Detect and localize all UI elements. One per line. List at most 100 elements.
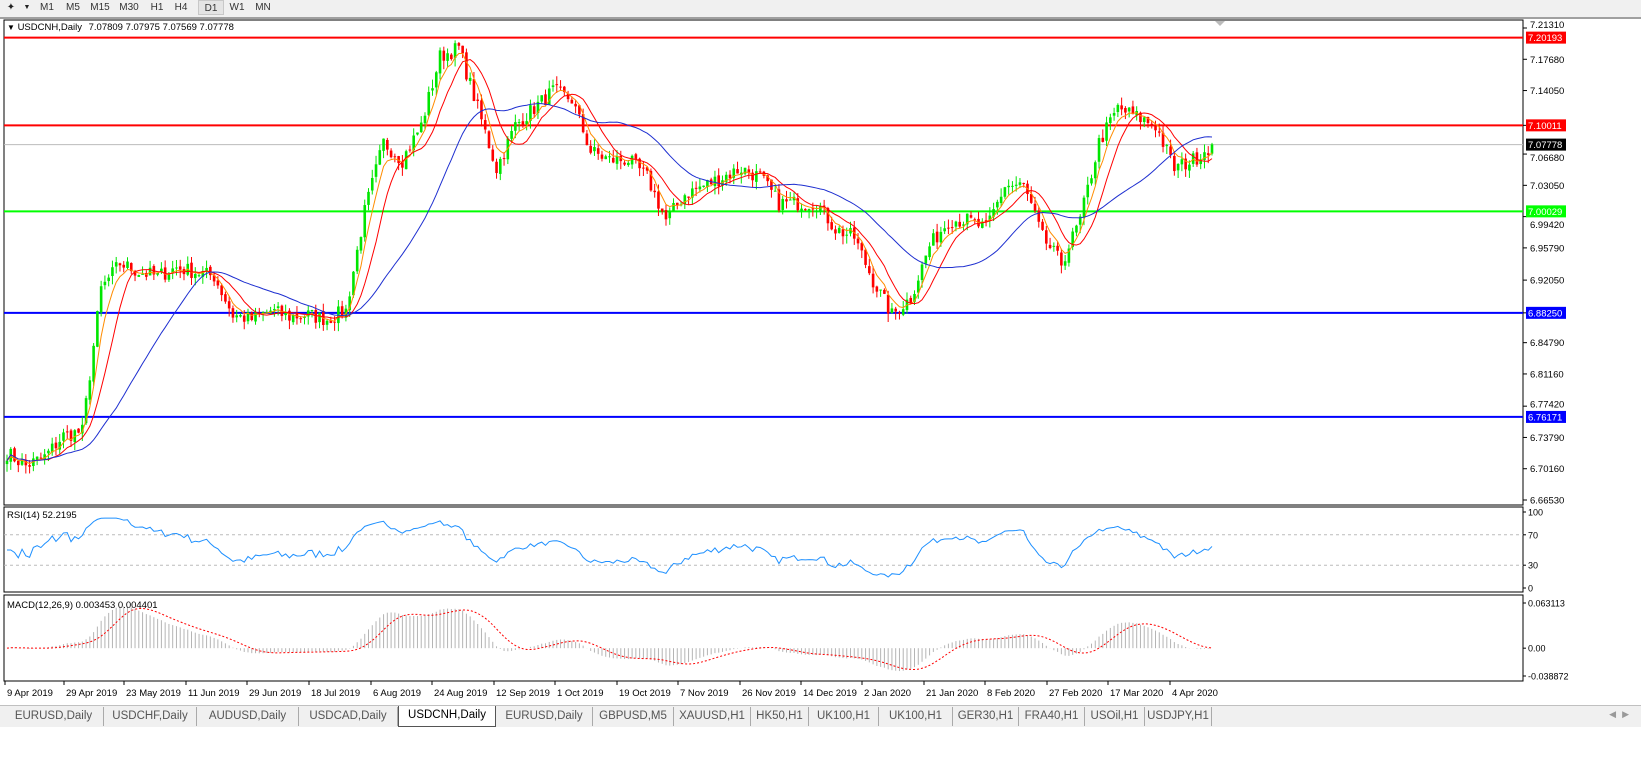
timeframe-h1[interactable]: H1 xyxy=(150,2,164,13)
candle xyxy=(438,47,442,80)
timeframe-m30[interactable]: M30 xyxy=(119,2,139,13)
candle-body xyxy=(589,145,592,153)
candle xyxy=(457,41,461,50)
tab-eurusd-daily[interactable]: EURUSD,Daily xyxy=(4,707,104,726)
level-price-tag-label: 7.10011 xyxy=(1528,121,1562,132)
candle xyxy=(476,93,480,109)
price-tick-label: 6.77420 xyxy=(1530,399,1564,410)
timeframe-d1[interactable]: D1 xyxy=(198,0,224,15)
tab-usdjpy-h1[interactable]: USDJPY,H1 xyxy=(1145,707,1212,726)
timeframe-w1[interactable]: W1 xyxy=(229,2,245,13)
timeframe-m15[interactable]: M15 xyxy=(90,2,110,13)
dropdown-icon[interactable]: ▼ xyxy=(23,4,31,11)
candle-body xyxy=(43,454,46,460)
chart-header: ▼ USDCNH,Daily 7.07809 7.07975 7.07569 7… xyxy=(7,22,234,33)
macd-panel-frame xyxy=(3,594,1524,682)
candle xyxy=(1067,244,1071,267)
chart-menu-icon[interactable]: ▼ xyxy=(7,23,15,32)
candle-body xyxy=(201,271,205,277)
candle-body xyxy=(521,121,525,126)
candle-body xyxy=(638,158,641,169)
candle xyxy=(886,290,890,322)
tab-usdcnh-daily[interactable]: USDCNH,Daily xyxy=(398,706,496,727)
candle-body xyxy=(1056,245,1059,251)
candle-body xyxy=(574,103,577,107)
timeframe-m5[interactable]: M5 xyxy=(66,2,80,13)
candle xyxy=(126,257,129,270)
candle xyxy=(1011,181,1014,194)
level-price-tag xyxy=(1526,31,1566,44)
tab-usoil-h1[interactable]: USOil,H1 xyxy=(1085,707,1145,726)
candle-body xyxy=(796,198,800,211)
candle-body xyxy=(849,228,852,234)
date-tick-label: 11 Jun 2019 xyxy=(188,688,240,699)
candle-body xyxy=(1037,210,1041,222)
tab-gbpusd-m5[interactable]: GBPUSD,M5 xyxy=(593,707,674,726)
timeframe-mn[interactable]: MN xyxy=(255,2,271,13)
candle-body xyxy=(1199,159,1203,165)
candle xyxy=(408,145,412,153)
candle-body xyxy=(544,94,547,106)
candle-body xyxy=(167,274,171,280)
candle-body xyxy=(623,162,626,165)
date-tick-label: 2 Jan 2020 xyxy=(864,688,911,699)
candle-body xyxy=(412,135,415,151)
candle xyxy=(423,112,427,130)
candle xyxy=(510,125,513,143)
candle-body xyxy=(529,105,532,121)
candle-body xyxy=(1154,125,1157,131)
tab-usdchf-daily[interactable]: USDCHF,Daily xyxy=(104,707,197,726)
candle xyxy=(152,264,156,281)
candle-body xyxy=(1195,152,1199,165)
candle xyxy=(386,137,389,156)
tab-usdcad-daily[interactable]: USDCAD,Daily xyxy=(299,707,398,726)
price-tick-label: 7.14050 xyxy=(1530,86,1564,97)
tab-eurusd-daily[interactable]: EURUSD,Daily xyxy=(496,707,593,726)
tab-audusd-daily[interactable]: AUDUSD,Daily xyxy=(197,707,299,726)
tab-uk100-h1[interactable]: UK100,H1 xyxy=(879,707,953,726)
candle xyxy=(1203,144,1206,169)
candle-body xyxy=(751,172,754,181)
candle-body xyxy=(913,293,916,302)
candle-body xyxy=(160,268,163,272)
candle-body xyxy=(1097,138,1101,162)
date-tick-label: 21 Jan 2020 xyxy=(926,688,978,699)
tab-ger30-h1[interactable]: GER30,H1 xyxy=(953,707,1019,726)
candle-body xyxy=(668,210,672,219)
candle xyxy=(205,260,208,279)
candle-body xyxy=(996,201,999,208)
candle xyxy=(1022,182,1026,188)
tab-hk50-h1[interactable]: HK50,H1 xyxy=(751,707,809,726)
candle xyxy=(615,150,619,170)
candle-body xyxy=(1169,146,1172,155)
line-studies-icon[interactable]: ✦ xyxy=(6,2,16,13)
timeframe-m1[interactable]: M1 xyxy=(40,2,54,13)
candle xyxy=(800,203,803,218)
date-tick-label: 27 Feb 2020 xyxy=(1049,688,1102,699)
candle-body xyxy=(657,191,660,209)
candle-body xyxy=(555,84,559,86)
candle-body xyxy=(717,175,721,187)
tab-scroll-arrows-icon[interactable]: ◀▶ xyxy=(1609,709,1635,719)
tab-uk100-h1[interactable]: UK100,H1 xyxy=(809,707,879,726)
candle xyxy=(1056,241,1059,256)
candle-body xyxy=(1029,193,1033,203)
current-price-tag xyxy=(1526,138,1566,151)
tab-xauusd-h1[interactable]: XAUUSD,H1 xyxy=(674,707,751,726)
price-tick-label: 6.99420 xyxy=(1530,220,1564,231)
candle xyxy=(604,154,608,160)
candle xyxy=(675,202,679,210)
rsi-line xyxy=(7,517,1213,578)
candle-body xyxy=(785,199,788,202)
candle xyxy=(1210,142,1214,156)
candle xyxy=(1037,206,1041,228)
candle xyxy=(363,199,367,242)
candle xyxy=(43,448,46,465)
timeframe-h4[interactable]: H4 xyxy=(174,2,188,13)
chart-canvas[interactable]: 7.21310 7.17680 7.14050 7.06680 7.03050 6.994… xyxy=(0,0,1641,705)
candle-body xyxy=(871,273,875,288)
candle-body xyxy=(224,294,227,302)
candle xyxy=(619,150,623,170)
tab-fra40-h1[interactable]: FRA40,H1 xyxy=(1019,707,1085,726)
candle-body xyxy=(1093,162,1097,179)
